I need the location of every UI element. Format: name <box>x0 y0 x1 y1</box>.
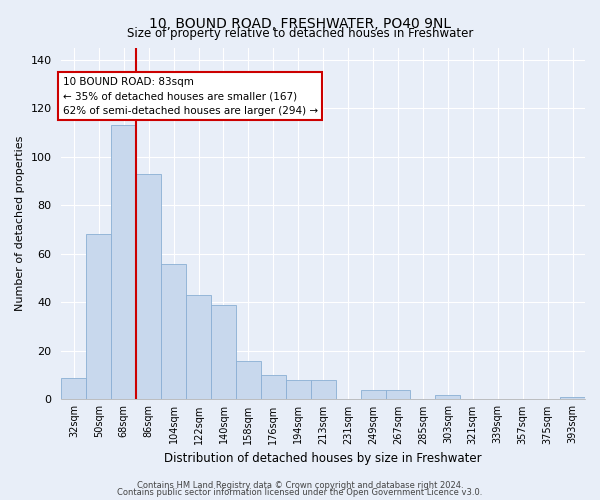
Bar <box>211 305 236 400</box>
Bar <box>361 390 386 400</box>
Bar <box>311 380 335 400</box>
Bar <box>436 394 460 400</box>
Text: Contains public sector information licensed under the Open Government Licence v3: Contains public sector information licen… <box>118 488 482 497</box>
Y-axis label: Number of detached properties: Number of detached properties <box>15 136 25 311</box>
Bar <box>386 390 410 400</box>
Bar <box>261 375 286 400</box>
Bar <box>236 360 261 400</box>
X-axis label: Distribution of detached houses by size in Freshwater: Distribution of detached houses by size … <box>164 452 482 465</box>
Bar <box>161 264 186 400</box>
Text: 10 BOUND ROAD: 83sqm
← 35% of detached houses are smaller (167)
62% of semi-deta: 10 BOUND ROAD: 83sqm ← 35% of detached h… <box>62 76 318 116</box>
Bar <box>286 380 311 400</box>
Bar <box>111 125 136 400</box>
Text: 10, BOUND ROAD, FRESHWATER, PO40 9NL: 10, BOUND ROAD, FRESHWATER, PO40 9NL <box>149 18 451 32</box>
Bar <box>61 378 86 400</box>
Text: Size of property relative to detached houses in Freshwater: Size of property relative to detached ho… <box>127 28 473 40</box>
Bar <box>560 397 585 400</box>
Bar <box>186 295 211 400</box>
Text: Contains HM Land Registry data © Crown copyright and database right 2024.: Contains HM Land Registry data © Crown c… <box>137 480 463 490</box>
Bar <box>86 234 111 400</box>
Bar <box>136 174 161 400</box>
